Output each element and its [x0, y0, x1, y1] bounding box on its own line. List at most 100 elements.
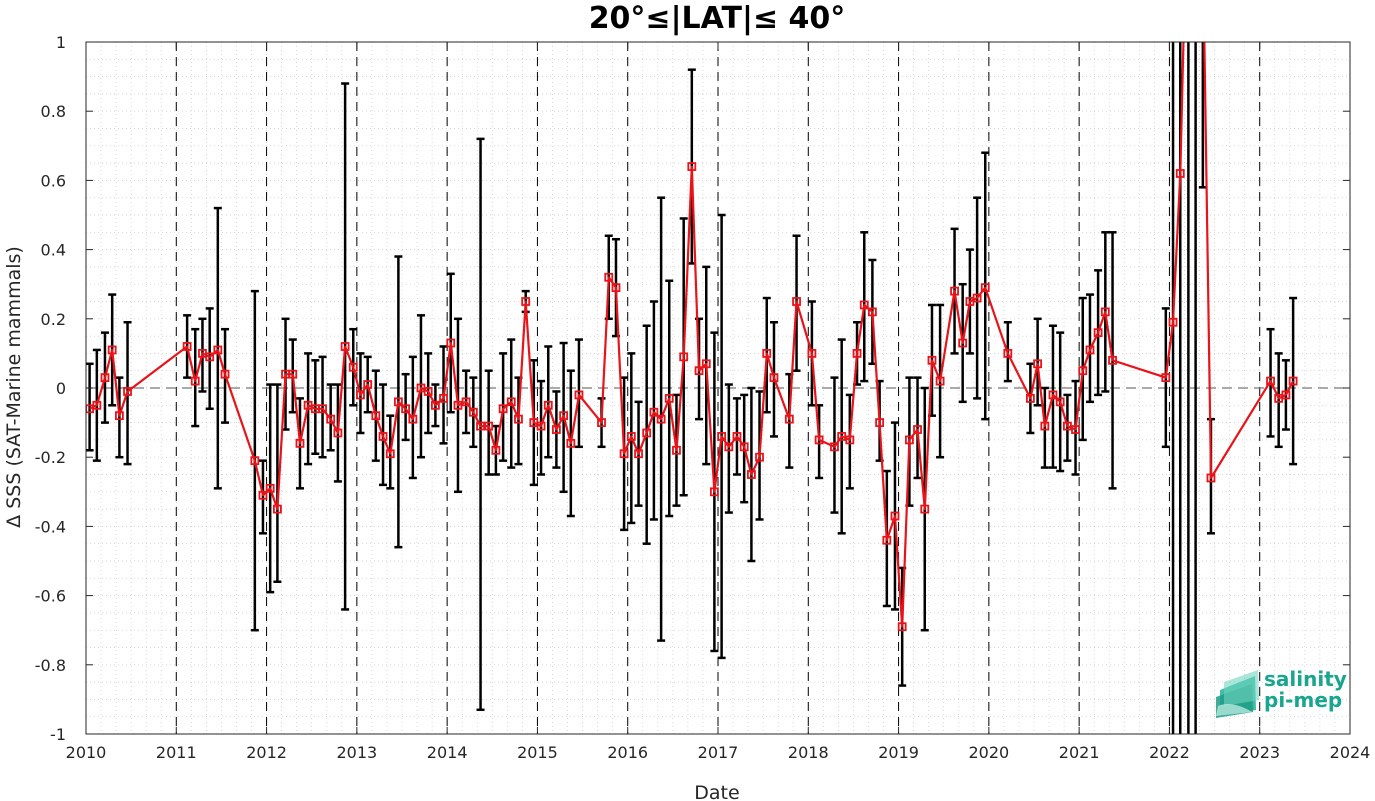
x-tick-label: 2016 — [607, 743, 648, 762]
data-point — [867, 307, 877, 317]
data-point — [431, 400, 440, 410]
data-point — [656, 414, 666, 424]
error-bar — [1171, 42, 1175, 734]
data-point — [747, 470, 756, 479]
error-bar — [1040, 386, 1049, 469]
error-bar — [981, 151, 990, 421]
x-tick-label: 2015 — [517, 743, 558, 762]
y-tick-label: -0.8 — [35, 656, 66, 675]
data-point — [340, 342, 350, 351]
data-point — [672, 445, 681, 455]
error-bar — [115, 376, 124, 459]
error-bar — [1289, 296, 1298, 466]
data-point — [521, 297, 531, 306]
data-point — [814, 435, 824, 445]
error-bar — [913, 376, 922, 480]
data-point — [1093, 328, 1103, 338]
data-point — [1281, 390, 1291, 400]
data-point — [408, 414, 418, 424]
data-point — [927, 355, 937, 365]
x-tick-label: 2020 — [968, 743, 1009, 762]
data-point — [265, 483, 275, 493]
data-point — [875, 418, 885, 428]
error-bar — [1187, 42, 1190, 734]
data-point — [491, 445, 501, 455]
data-point — [634, 449, 643, 459]
x-tick-label: 2013 — [336, 743, 377, 762]
data-point — [220, 369, 230, 379]
error-bar — [1063, 393, 1072, 462]
error-bar — [318, 355, 327, 459]
data-point — [1206, 473, 1216, 483]
error-bar — [213, 206, 222, 490]
y-tick-label: -0.4 — [35, 517, 66, 536]
y-tick-label: -0.2 — [35, 448, 66, 467]
data-point — [1161, 373, 1171, 383]
chart-title: 20°≤|LAT|≤ 40° — [589, 1, 846, 36]
error-bar — [1194, 42, 1197, 734]
axes-frame — [85, 41, 1351, 735]
error-bar — [205, 307, 214, 411]
data-point — [514, 414, 523, 424]
y-tick-labels: -1 -0.8 -0.6 -0.4 -0.2 0 0.2 0.4 0.6 0.8 1 — [35, 33, 66, 744]
y-tick-label: 1 — [56, 33, 66, 52]
data-point — [807, 348, 817, 358]
data-point — [724, 442, 734, 452]
data-point — [1063, 421, 1072, 431]
data-point — [687, 162, 697, 171]
data-point — [536, 421, 546, 431]
data-point — [1100, 307, 1110, 317]
data-point — [1003, 348, 1013, 358]
data-point — [664, 393, 674, 403]
y-tick-label: -1 — [50, 725, 66, 744]
y-tick-label: 0 — [56, 379, 66, 398]
x-tick-label: 2011 — [156, 743, 197, 762]
series-markers — [86, 162, 1298, 632]
data-point — [1108, 355, 1117, 365]
error-bar — [499, 352, 508, 462]
data-point — [92, 400, 102, 410]
data-point — [604, 272, 614, 282]
data-point — [551, 425, 561, 434]
data-point — [958, 338, 968, 348]
data-point — [882, 535, 892, 545]
data-point — [439, 393, 448, 403]
data-point — [626, 432, 636, 441]
data-point — [385, 449, 395, 459]
logo: salinity pi-mep — [1216, 667, 1347, 718]
data-point — [566, 438, 576, 448]
data-point — [935, 376, 945, 386]
data-point — [461, 397, 471, 407]
data-point — [498, 404, 508, 414]
data-point — [717, 432, 727, 441]
data-point — [1078, 366, 1088, 376]
x-tick-label: 2022 — [1149, 743, 1190, 762]
data-point — [295, 438, 305, 448]
data-point — [423, 387, 433, 396]
data-point — [476, 421, 485, 431]
data-point — [1025, 393, 1035, 403]
data-point — [913, 425, 922, 434]
error-bar — [574, 338, 583, 449]
error-bar — [537, 379, 546, 476]
data-point — [852, 348, 862, 358]
data-point — [837, 432, 847, 441]
data-point — [1040, 421, 1050, 431]
data-point — [1266, 376, 1275, 386]
error-bar — [649, 300, 658, 521]
error-bar — [401, 372, 410, 442]
data-point — [920, 504, 930, 514]
data-point — [123, 387, 132, 396]
y-tick-label: 0.2 — [41, 310, 66, 329]
data-point — [506, 397, 516, 407]
data-point — [371, 411, 381, 421]
data-point — [182, 342, 192, 351]
data-point — [1175, 169, 1185, 178]
error-bar — [1179, 42, 1182, 734]
data-point — [679, 352, 689, 362]
wave-icon — [1216, 670, 1259, 718]
error-bar — [258, 459, 267, 535]
data-point — [446, 338, 456, 348]
y-tick-label: 0.6 — [41, 171, 66, 190]
logo-text-line2: pi-mep — [1264, 688, 1342, 712]
